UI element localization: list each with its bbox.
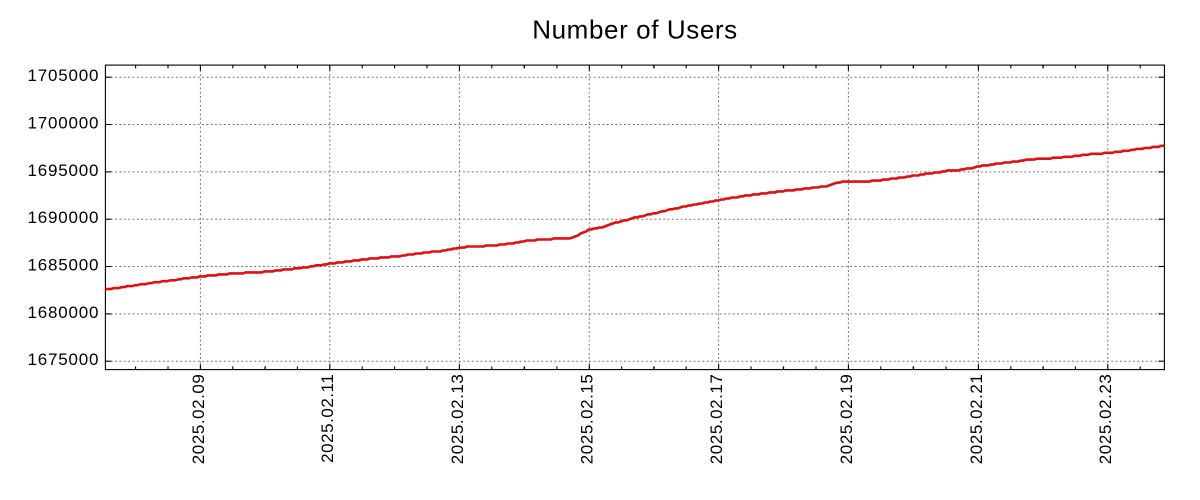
svg-text:1685000: 1685000: [28, 256, 100, 275]
svg-text:2025.02.23: 2025.02.23: [1096, 374, 1115, 465]
svg-text:1700000: 1700000: [28, 114, 100, 133]
svg-text:2025.02.09: 2025.02.09: [189, 374, 208, 465]
svg-text:1695000: 1695000: [28, 161, 100, 180]
svg-text:2025.02.15: 2025.02.15: [578, 374, 597, 465]
svg-text:2025.02.17: 2025.02.17: [707, 374, 726, 465]
svg-text:1690000: 1690000: [28, 208, 100, 227]
svg-text:Number of Users: Number of Users: [532, 15, 738, 45]
svg-text:2025.02.21: 2025.02.21: [967, 374, 986, 465]
svg-text:1675000: 1675000: [28, 350, 100, 369]
svg-text:1680000: 1680000: [28, 303, 100, 322]
svg-text:2025.02.19: 2025.02.19: [837, 374, 856, 465]
svg-text:2025.02.13: 2025.02.13: [448, 374, 467, 465]
svg-text:1705000: 1705000: [28, 66, 100, 85]
svg-text:2025.02.11: 2025.02.11: [318, 374, 337, 463]
